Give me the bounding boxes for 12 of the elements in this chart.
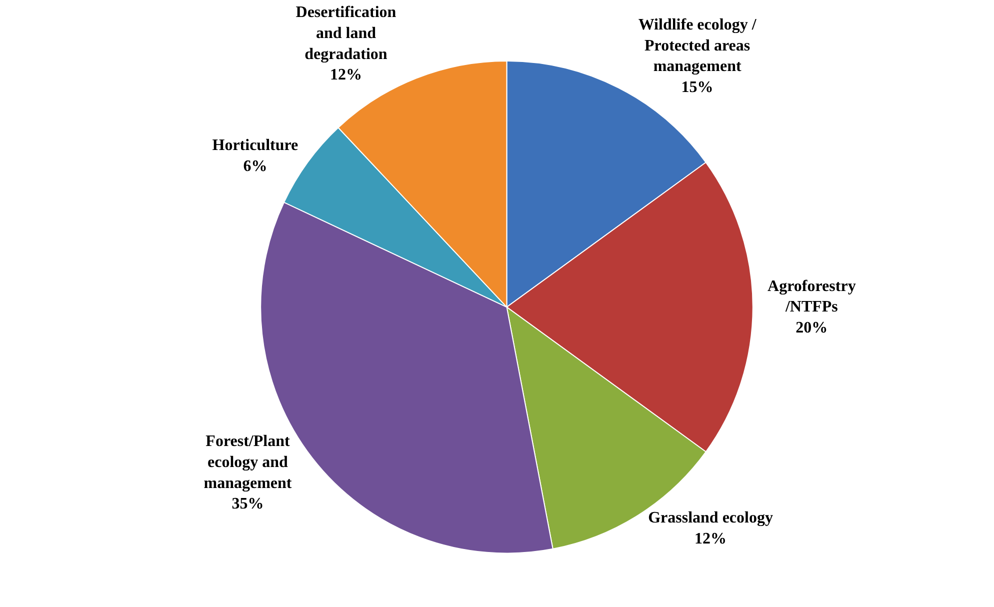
data-label: 20%	[796, 319, 828, 336]
data-label: 6%	[243, 158, 268, 175]
data-label: 35%	[232, 496, 264, 513]
slice-label: Forest/Plant ecology and management	[204, 433, 292, 492]
slice-label: Horticulture	[212, 136, 298, 154]
slice-label: Agroforestry /NTFPs	[768, 278, 856, 316]
data-label: 15%	[681, 78, 714, 96]
data-label: 12%	[694, 530, 727, 548]
slice-label: Desertification and land degradation	[296, 4, 396, 63]
data-label: 12%	[330, 66, 362, 84]
slice-label: Grassland ecology	[648, 509, 773, 526]
slice-label: Wildlife ecology / Protected areas management	[638, 16, 757, 76]
